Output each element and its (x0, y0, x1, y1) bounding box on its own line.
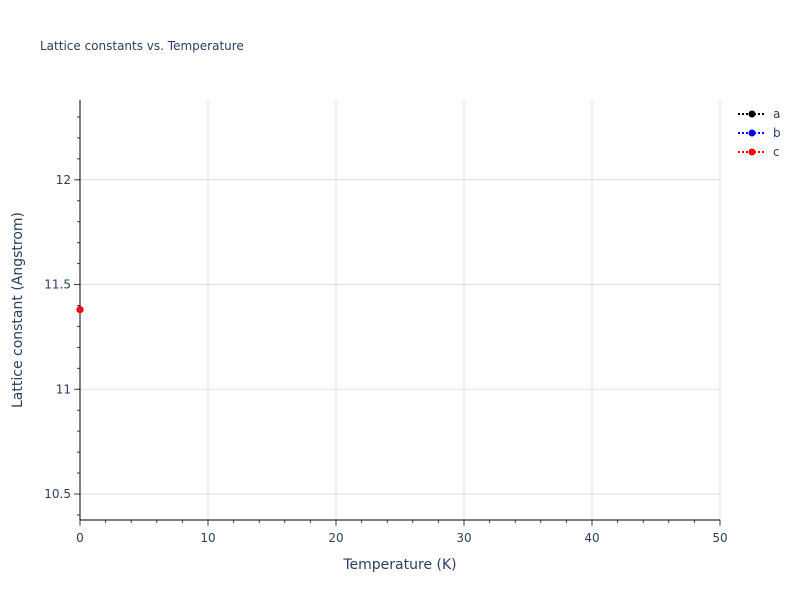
chart-title: Lattice constants vs. Temperature (40, 39, 244, 53)
x-tick-label: 10 (200, 531, 215, 545)
y-axis-label: Lattice constant (Angstrom) (10, 212, 26, 408)
y-tick-label: 11 (56, 382, 71, 396)
legend-label-a: a (773, 107, 780, 121)
x-tick-label: 30 (456, 531, 471, 545)
y-tick-label: 11.5 (44, 278, 71, 292)
x-axis-label: Temperature (K) (342, 557, 456, 573)
data-point-c (76, 306, 84, 314)
x-tick-label: 40 (584, 531, 599, 545)
legend-label-b: b (773, 126, 781, 140)
y-tick-label: 10.5 (44, 487, 71, 501)
x-tick-label: 50 (712, 531, 727, 545)
legend-label-c: c (773, 145, 780, 159)
x-tick-label: 20 (328, 531, 343, 545)
y-tick-label: 12 (56, 173, 71, 187)
legend-marker-a (748, 110, 756, 118)
legend[interactable]: abc (738, 107, 781, 159)
x-tick-label: 0 (76, 531, 84, 545)
legend-marker-b (748, 129, 756, 137)
legend-marker-c (748, 148, 756, 156)
